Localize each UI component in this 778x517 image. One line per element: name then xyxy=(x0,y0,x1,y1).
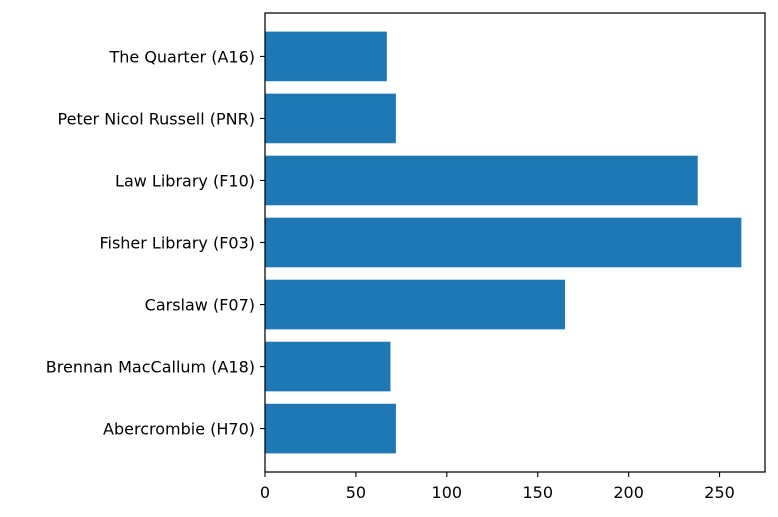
bar xyxy=(265,279,565,330)
bar xyxy=(265,403,396,454)
x-ticks-group: 0 50 100 150 200 250 xyxy=(260,472,735,502)
x-tick-label: 100 xyxy=(432,483,463,502)
bar xyxy=(265,31,387,82)
y-tick-label: Carslaw (F07) xyxy=(145,296,255,315)
x-tick-label: 50 xyxy=(346,483,366,502)
y-tick-label: Fisher Library (F03) xyxy=(99,234,255,253)
bar xyxy=(265,341,391,392)
x-tick-label: 150 xyxy=(522,483,553,502)
y-tick-label: Law Library (F10) xyxy=(115,171,255,190)
bar xyxy=(265,155,698,206)
y-tick-label: The Quarter (A16) xyxy=(108,47,255,66)
x-tick-label: 250 xyxy=(704,483,735,502)
y-tick-label: Abercrombie (H70) xyxy=(103,420,255,439)
bar xyxy=(265,217,742,268)
y-tick-label: Peter Nicol Russell (PNR) xyxy=(58,109,255,128)
y-tick-label: Brennan MacCallum (A18) xyxy=(46,358,255,377)
bar xyxy=(265,93,396,144)
x-tick-label: 0 xyxy=(260,483,270,502)
x-tick-label: 200 xyxy=(613,483,644,502)
bars-group xyxy=(265,31,742,454)
y-ticks-group: Abercrombie (H70) Brennan MacCallum (A18)… xyxy=(46,47,265,439)
